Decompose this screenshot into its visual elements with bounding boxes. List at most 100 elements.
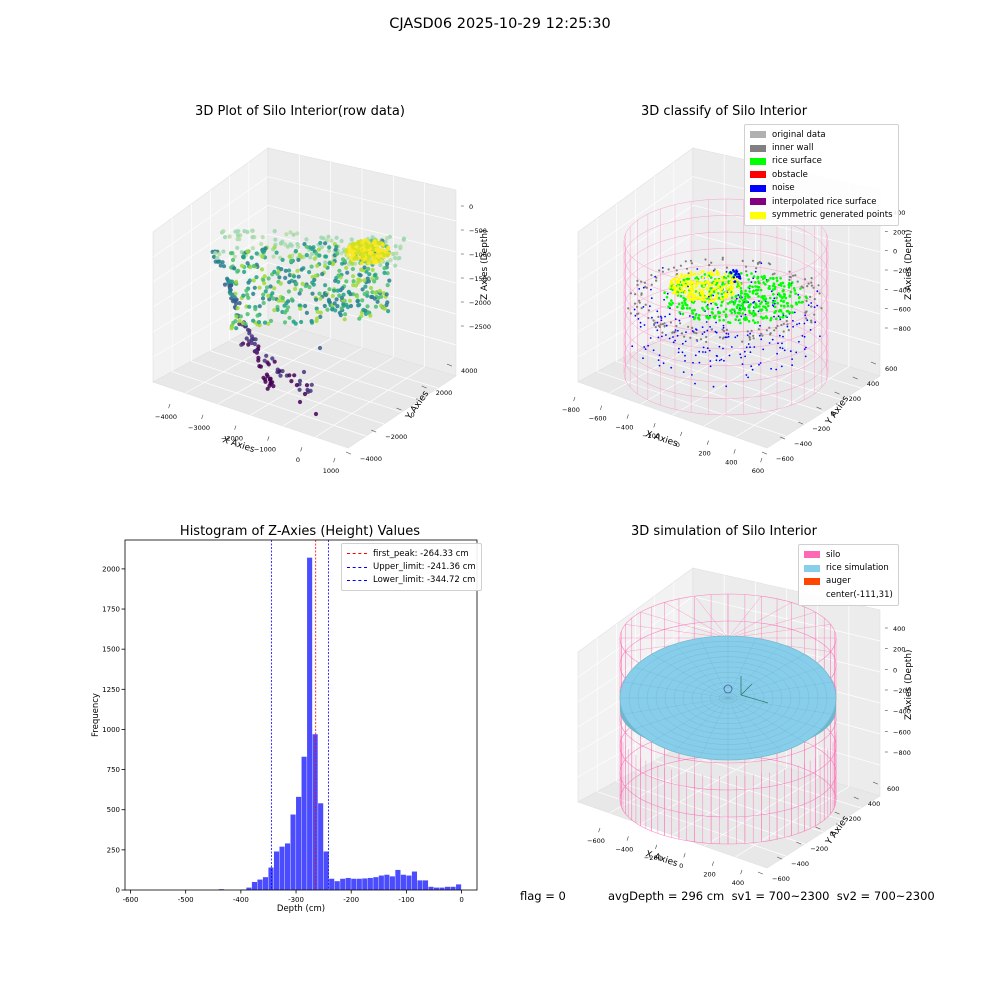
histogram-bar bbox=[301, 756, 307, 890]
panel2-point bbox=[747, 376, 749, 379]
panel2-point bbox=[771, 301, 775, 305]
panel2-point bbox=[792, 287, 796, 290]
panel1-point bbox=[251, 291, 256, 296]
panel4-x-tick-mark bbox=[655, 844, 658, 850]
panel2-point bbox=[691, 311, 694, 315]
panel2-point bbox=[698, 350, 701, 353]
panel1-point bbox=[283, 268, 288, 273]
panel2-point bbox=[734, 272, 737, 276]
panel1-point bbox=[360, 240, 365, 245]
panel2-point bbox=[706, 329, 709, 332]
panel2-point bbox=[756, 321, 760, 324]
panel2-point bbox=[748, 304, 751, 307]
panel2-z-tick-label: 0 bbox=[893, 248, 897, 256]
panel2-point bbox=[788, 270, 791, 273]
panel2-point bbox=[663, 298, 665, 301]
panel2-y-tick-label: −400 bbox=[794, 440, 812, 448]
histogram-bar bbox=[279, 846, 285, 890]
panel2-point bbox=[794, 274, 797, 277]
panel1-point bbox=[323, 260, 328, 265]
panel2-point bbox=[729, 281, 732, 285]
panel1-point bbox=[221, 249, 226, 254]
panel1-point bbox=[289, 243, 294, 248]
panel2-point bbox=[716, 306, 719, 309]
panel4-rice-mesh bbox=[623, 697, 729, 715]
panel2-point bbox=[661, 270, 664, 273]
panel1-point bbox=[293, 249, 298, 254]
panel2-point bbox=[728, 354, 731, 357]
figure-title: CJASD06 2025-10-29 12:25:30 bbox=[389, 16, 611, 32]
panel2-point bbox=[672, 331, 675, 334]
panel2-point bbox=[804, 295, 808, 299]
panel2-point bbox=[762, 281, 765, 284]
panel2-3d-plot: −800−600−400−2000200400600−600−400−20002… bbox=[562, 147, 914, 475]
panel2-point bbox=[749, 346, 751, 349]
panel2-point bbox=[696, 316, 700, 320]
panel1-point bbox=[249, 337, 254, 342]
panel2-point bbox=[780, 365, 783, 368]
panel2-point bbox=[745, 374, 748, 376]
panel2-point bbox=[671, 301, 674, 305]
panel1-point bbox=[277, 275, 282, 280]
panel2-point bbox=[791, 311, 794, 314]
panel2-point bbox=[693, 308, 696, 312]
panel1-point bbox=[338, 313, 343, 318]
panel1-point bbox=[350, 266, 355, 272]
panel1-point bbox=[362, 265, 367, 270]
panel2-point bbox=[781, 296, 784, 299]
panel2-point bbox=[796, 280, 799, 283]
panel2-point bbox=[781, 347, 784, 350]
panel2-point bbox=[775, 326, 778, 330]
panel1-point bbox=[295, 231, 300, 236]
panel2-point bbox=[657, 315, 660, 318]
panel2-point bbox=[709, 296, 712, 300]
panel2-point bbox=[640, 280, 643, 283]
panel2-y-tick-mark bbox=[798, 421, 804, 425]
histogram-bar bbox=[251, 881, 258, 890]
panel1-point bbox=[295, 241, 300, 247]
histogram-legend-item: Upper_limit: -241.36 cm bbox=[347, 560, 476, 573]
panel2-point bbox=[750, 281, 753, 283]
panel2-point bbox=[745, 346, 748, 349]
panel2-point bbox=[756, 276, 760, 280]
panel2-point bbox=[782, 288, 785, 292]
panel2-point bbox=[688, 315, 691, 317]
panel1-z-tick-label: −2500 bbox=[469, 323, 491, 331]
panel1-point bbox=[256, 344, 261, 349]
panel2-point bbox=[706, 271, 710, 275]
panel2-point bbox=[784, 315, 788, 318]
histogram-xtick-label: -400 bbox=[233, 896, 249, 904]
panel2-point bbox=[809, 329, 812, 331]
panel1-point bbox=[314, 297, 319, 302]
panel2-point bbox=[691, 294, 695, 297]
panel1-y-tick-mark bbox=[446, 363, 453, 367]
panel1-point bbox=[250, 235, 255, 240]
panel2-point bbox=[664, 315, 666, 318]
panel1-point bbox=[372, 273, 377, 278]
panel4-y-tick-mark bbox=[777, 856, 783, 860]
panel2-point bbox=[727, 333, 730, 335]
panel1-point bbox=[245, 312, 250, 317]
panel2-point bbox=[702, 346, 705, 349]
panel2-point bbox=[749, 351, 752, 354]
panel1-point bbox=[217, 252, 222, 257]
panel1-point bbox=[357, 302, 362, 307]
panel1-point bbox=[337, 268, 342, 273]
panel2-point bbox=[681, 280, 684, 284]
panel1-point bbox=[293, 286, 298, 291]
panel1-point bbox=[339, 295, 344, 300]
panel1-point bbox=[263, 289, 268, 294]
panel2-z-tick-label: −800 bbox=[893, 325, 911, 333]
panel2-point bbox=[657, 324, 660, 327]
panel2-point bbox=[720, 275, 724, 279]
panel1-point bbox=[283, 275, 288, 280]
panel2-point bbox=[713, 281, 716, 285]
panel4-z-tick-label: −800 bbox=[893, 749, 911, 757]
panel1-point bbox=[323, 292, 329, 298]
panel2-point bbox=[745, 273, 749, 277]
panel2-point bbox=[773, 305, 777, 309]
panel4-x-tick-label: 400 bbox=[732, 879, 744, 887]
panel1-point bbox=[378, 262, 383, 268]
panel2-point bbox=[728, 301, 732, 304]
panel1-point bbox=[232, 266, 237, 271]
